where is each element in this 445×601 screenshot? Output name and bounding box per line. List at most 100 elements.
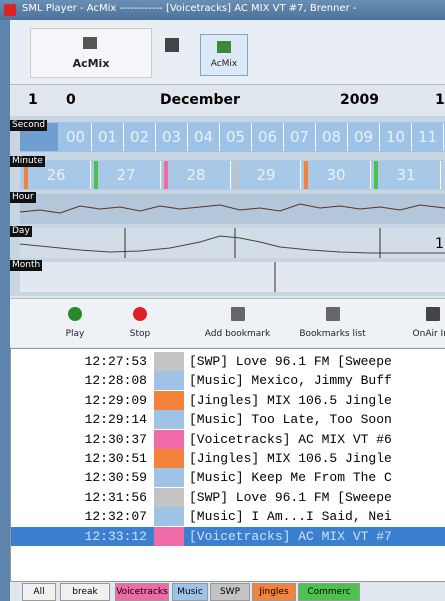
row-swatch (154, 371, 184, 391)
row-swatch (154, 410, 184, 430)
playlist: 12:27:53 [SWP] Love 96.1 FM [Sweepe 12:28:… (10, 348, 445, 582)
playlist-row[interactable]: 12:31:56 [SWP] Love 96.1 FM [Sweepe (11, 487, 445, 507)
minute-cell: 27 (92, 161, 161, 189)
date-month: December (160, 92, 240, 108)
second-cell: 05 (220, 123, 252, 151)
date-digit: 0 (66, 92, 76, 108)
controls: Play Stop Add bookmark Bookmarks list OnAir … (10, 298, 445, 347)
row-time: 12:29:09 (84, 392, 147, 408)
minute-stripe (304, 161, 308, 189)
row-text: [Music] I Am...I Said, Nei (189, 509, 392, 525)
row-time: 12:30:51 (84, 451, 147, 466)
playlist-row[interactable]: 12:32:07 [Music] I Am...I Said, Nei (11, 507, 445, 527)
row-time: 12:30:59 (84, 470, 147, 486)
frame (0, 20, 10, 601)
row-time: 12:29:14 (84, 412, 147, 428)
tab[interactable]: All (22, 583, 56, 601)
control-button[interactable]: Stop (115, 303, 165, 343)
icon (230, 307, 245, 321)
tab[interactable]: Voicetracks (115, 583, 169, 601)
row-swatch (154, 507, 184, 527)
day-wave (19, 235, 445, 254)
control-label: Bookmarks list (299, 329, 366, 339)
tab[interactable]: Jingles (252, 583, 296, 601)
control-button[interactable]: OnAir Int (385, 303, 445, 343)
row-text: [Voicetracks] AC MIX VT #7 (189, 528, 392, 544)
playlist-row[interactable]: 12:30:51 [Jingles] MIX 106.5 Jingle (11, 449, 445, 468)
row-text: [Music] Mexico, Jimmy Buff (189, 373, 392, 389)
row-text: [Music] Keep Me From The C (189, 470, 392, 486)
date-hour: 1 (435, 92, 445, 108)
icon[interactable] (165, 38, 179, 52)
row-time: 12:31:56 (84, 489, 147, 505)
icon (217, 41, 231, 53)
playlist-row[interactable]: 12:30:37 [Voicetracks] AC MIX VT #6 (11, 429, 445, 449)
icon (133, 307, 147, 321)
playlist-row[interactable]: 12:28:08 [Music] Mexico, Jimmy Buff (11, 371, 445, 391)
row-swatch (154, 429, 184, 449)
control-button[interactable]: Bookmarks list (285, 303, 380, 343)
tab[interactable]: SWP (210, 583, 250, 601)
second-cell: 04 (188, 123, 220, 151)
button-label: AcMix (210, 59, 238, 69)
hour-wave (19, 203, 445, 214)
row-time: 12:32:07 (84, 509, 147, 525)
control-button[interactable]: Play (50, 303, 100, 343)
control-button[interactable]: Add bookmark (190, 303, 285, 343)
minute-cell: 31 (372, 161, 441, 189)
minute-stripe (94, 161, 98, 189)
second-cell: 11 (412, 123, 444, 151)
icon (83, 37, 97, 49)
control-label: OnAir Int (412, 329, 445, 339)
waveforms (19, 194, 445, 292)
row-time: 12:33:12 (84, 528, 147, 544)
row-text: [Music] Too Late, Too Soon (189, 412, 392, 428)
date-row: 1 0 December 2009 1 (10, 86, 445, 114)
minute-stripe (164, 161, 168, 189)
toolbar-button[interactable]: AcMix (30, 28, 152, 78)
second-cell: 07 (284, 123, 316, 151)
row-swatch (154, 390, 184, 410)
second-cell: 00 (60, 123, 92, 151)
playlist-row[interactable]: 12:27:53 [SWP] Love 96.1 FM [Sweepe (11, 352, 445, 371)
row-label: Day (10, 226, 32, 237)
control-label: Play (65, 329, 85, 339)
minute-stripe (24, 161, 28, 189)
toolbar-button[interactable]: AcMix (200, 34, 248, 76)
minute-cell: 29 (232, 161, 301, 189)
playlist-row[interactable]: 12:33:12 [Voicetracks] AC MIX VT #7 (11, 526, 445, 546)
date-year: 2009 (340, 92, 379, 108)
minute-stripe (234, 161, 238, 189)
playlist-row[interactable]: 12:30:59 [Music] Keep Me From The C (11, 468, 445, 488)
button-label: AcMix (72, 57, 110, 70)
row-text: [Voicetracks] AC MIX VT #6 (189, 431, 392, 447)
second-cell: 08 (316, 123, 348, 151)
control-label: Stop (129, 329, 151, 339)
tab[interactable]: break (60, 583, 110, 601)
row-swatch (154, 449, 184, 468)
second-cell: 03 (156, 123, 188, 151)
window-title: SML Player - AcMix ------------ [Voicetr… (22, 3, 357, 14)
hour-band (20, 194, 445, 224)
playlist-row[interactable]: 12:29:09 [Jingles] MIX 106.5 Jingle (11, 390, 445, 410)
row-swatch (154, 526, 184, 546)
control-label: Add bookmark (204, 329, 271, 339)
minute-stripe (374, 161, 378, 189)
tab[interactable]: Commerc (298, 583, 360, 601)
row-label: Month (10, 260, 43, 271)
title-bar: SML Player - AcMix ------------ [Voicetr… (0, 0, 445, 20)
row-text: [Jingles] MIX 106.5 Jingle (189, 451, 392, 466)
playlist-row[interactable]: 12:29:14 [Music] Too Late, Too Soon (11, 410, 445, 430)
day-mark: 1 (435, 236, 444, 252)
icon (68, 307, 82, 321)
app-icon (4, 4, 16, 16)
row-swatch (154, 487, 184, 507)
row-label: Hour (10, 192, 36, 203)
row-label: Second (10, 120, 48, 131)
row-time: 12:30:37 (84, 431, 147, 447)
row-text: [SWP] Love 96.1 FM [Sweepe (189, 354, 392, 369)
tab[interactable]: Music (172, 583, 208, 601)
second-cell: 09 (348, 123, 380, 151)
row-text: [Jingles] MIX 106.5 Jingle (189, 392, 392, 408)
